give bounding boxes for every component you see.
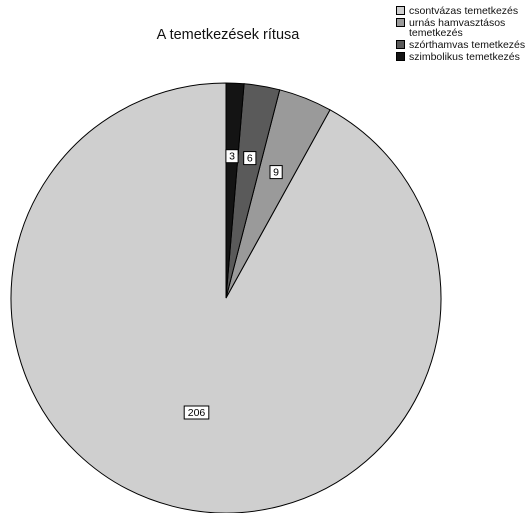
legend-item-szimbolikus: szimbolikus temetkezés: [396, 52, 526, 62]
data-label-text-urnas: 9: [273, 167, 279, 179]
pie-slice-csontvazas: [10, 82, 442, 513]
legend-swatch-szorthamvas: [396, 40, 405, 49]
data-label-text-szorthamvas: 6: [247, 153, 253, 165]
legend-label-szorthamvas: szórthamvas temetkezés: [409, 39, 526, 51]
data-label-szorthamvas: 6: [243, 151, 257, 166]
data-label-urnas: 9: [269, 165, 283, 180]
legend-label-szimbolikus: szimbolikus temetkezés: [409, 51, 520, 63]
legend-swatch-szimbolikus: [396, 52, 405, 61]
data-label-box-szorthamvas: [243, 151, 257, 166]
legend-item-szorthamvas: szórthamvas temetkezés: [396, 40, 526, 50]
legend-label-urnas: urnás hamvasztásos temetkezés: [409, 17, 506, 39]
chart-legend: csontvázas temetkezés urnás hamvasztásos…: [396, 6, 526, 64]
legend-label-csontvazas: csontvázas temetkezés: [409, 5, 519, 17]
data-label-box-urnas: [269, 165, 283, 180]
data-label-box-csontvazas: [183, 405, 210, 420]
legend-item-csontvazas: csontvázas temetkezés: [396, 6, 526, 16]
data-label-csontvazas: 206: [183, 405, 210, 420]
data-label-text-csontvazas: 206: [188, 407, 206, 419]
legend-swatch-urnas: [396, 18, 405, 27]
legend-item-urnas: urnás hamvasztásos temetkezés: [396, 18, 526, 38]
legend-swatch-csontvazas: [396, 6, 405, 15]
data-label-text-szimbolikus: 3: [229, 151, 235, 163]
data-label-szimbolikus: 3: [225, 149, 239, 164]
pie-slice-szimbolikus: [225, 82, 245, 299]
chart-title: A temetkezések rítusa: [156, 27, 300, 43]
data-label-box-szimbolikus: [225, 149, 239, 164]
